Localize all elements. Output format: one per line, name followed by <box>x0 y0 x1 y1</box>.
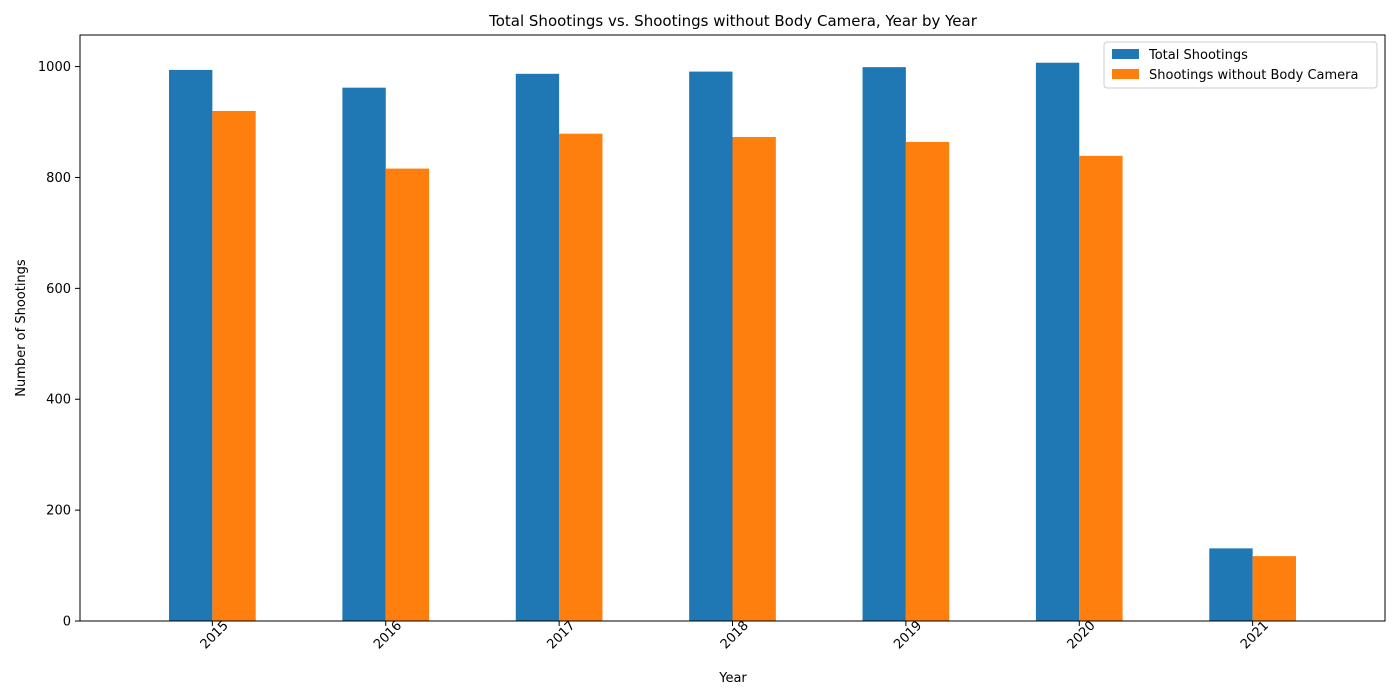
y-tick-label: 400 <box>46 393 71 408</box>
x-axis-ticks: 2015 2016 2017 2018 2019 2020 2021 <box>198 618 1272 652</box>
bar-total-2020 <box>1035 62 1080 621</box>
x-tick-label-2015: 2015 <box>198 618 232 652</box>
x-tick-label-2020: 2020 <box>1065 618 1099 652</box>
x-tick-label-2019: 2019 <box>891 618 925 652</box>
bar-total-2017 <box>515 73 560 622</box>
y-axis-label: Number of Shootings <box>14 259 29 397</box>
bar-no-bodycam-2020 <box>1079 155 1123 621</box>
y-tick-label: 1000 <box>38 60 71 75</box>
legend-label-1: Shootings without Body Camera <box>1149 68 1358 83</box>
y-tick-label: 800 <box>46 171 71 186</box>
bar-no-bodycam-2017 <box>559 133 603 622</box>
chart-title: Total Shootings vs. Shootings without Bo… <box>488 12 978 30</box>
bar-no-bodycam-2016 <box>385 168 430 621</box>
bar-no-bodycam-2018 <box>732 137 776 621</box>
legend-box <box>1103 41 1378 89</box>
bar-total-2021 <box>1209 548 1253 621</box>
bars-group <box>169 62 1296 622</box>
x-tick-label-2018: 2018 <box>718 618 752 652</box>
legend-label-0: Total Shootings <box>1148 48 1248 63</box>
plot-frame <box>79 34 1386 622</box>
bar-no-bodycam-2015 <box>212 110 256 621</box>
y-tick-label: 600 <box>46 282 71 297</box>
bar-total-2015 <box>169 69 213 622</box>
x-tick-label-2016: 2016 <box>371 618 405 652</box>
bar-total-2019 <box>862 67 906 622</box>
bar-total-2016 <box>342 87 386 622</box>
y-tick-label: 200 <box>46 504 71 519</box>
legend-swatch-0 <box>1112 49 1139 59</box>
x-tick-label-2021: 2021 <box>1238 618 1272 652</box>
y-axis-ticks: 0 200 400 600 800 1000 <box>38 60 80 630</box>
bar-total-2018 <box>689 71 733 622</box>
y-tick-label: 0 <box>63 615 71 630</box>
legend-swatch-1 <box>1112 69 1139 79</box>
x-tick-label-2017: 2017 <box>544 618 578 652</box>
legend: Total Shootings Shootings without Body Ca… <box>1103 41 1378 89</box>
bar-no-bodycam-2021 <box>1252 556 1296 621</box>
bar-no-bodycam-2019 <box>905 141 950 621</box>
x-axis-label: Year <box>718 671 747 686</box>
